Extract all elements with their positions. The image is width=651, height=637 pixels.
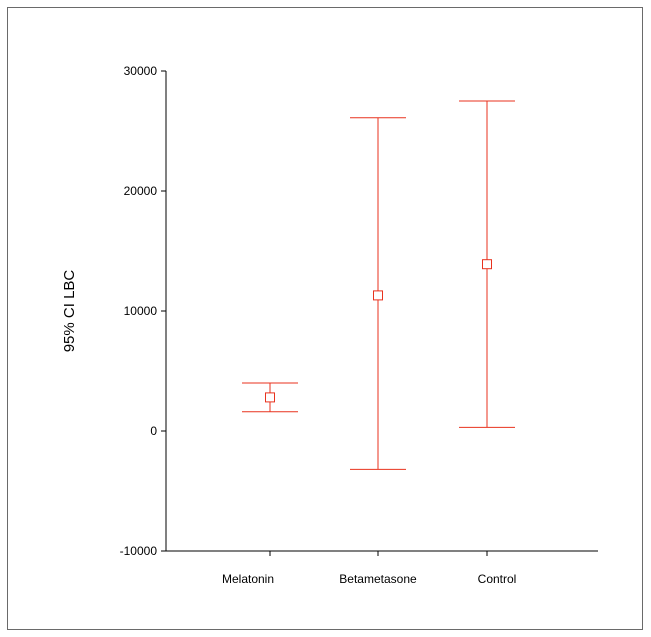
chart-frame: -10000 0 10000 20000 30000 Melatonin Betameta…	[7, 7, 643, 630]
mean-marker	[482, 259, 492, 270]
y-tick-label: 20000	[124, 184, 158, 198]
axes	[165, 71, 598, 552]
error-bar-melatonin	[242, 382, 298, 413]
x-ticks: Melatonin Betametasone Control	[222, 551, 516, 586]
y-tick-label: -10000	[120, 544, 158, 558]
error-bars	[242, 100, 515, 470]
y-tick-label: 0	[150, 424, 157, 438]
x-tick-label: Melatonin	[222, 572, 274, 586]
x-tick-label: Betametasone	[339, 572, 417, 586]
error-bar-control	[459, 100, 515, 428]
y-axis-title: 95% CI LBC	[61, 270, 78, 353]
x-tick-label: Control	[478, 572, 517, 586]
y-ticks: -10000 0 10000 20000 30000	[120, 64, 166, 558]
mean-marker	[373, 290, 383, 301]
y-tick-label: 10000	[124, 304, 158, 318]
error-bar-betametasone	[350, 117, 406, 470]
y-tick-label: 30000	[124, 64, 158, 78]
mean-marker	[265, 392, 275, 403]
error-bar-chart: -10000 0 10000 20000 30000 Melatonin Betameta…	[61, 64, 598, 586]
